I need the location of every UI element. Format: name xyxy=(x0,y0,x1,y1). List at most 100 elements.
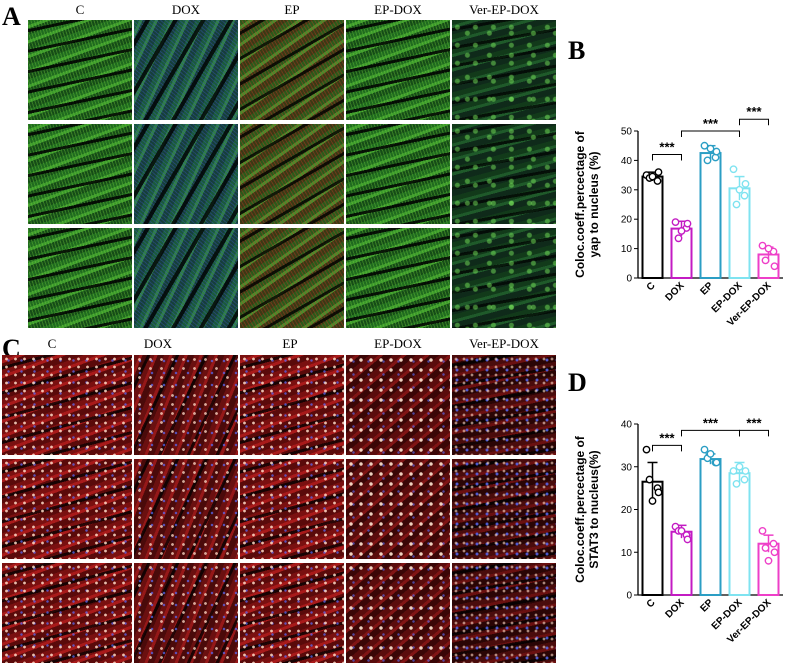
micrograph-a-ver-ep-dox-row3 xyxy=(452,228,556,328)
chart-b-sig-label-0: *** xyxy=(659,140,675,155)
micrograph-a-ep-row3 xyxy=(240,228,344,328)
chart-d: Coloc.coeff.percectage ofSTAT3 to nucleu… xyxy=(573,415,783,646)
chart-d-sig-label-2: *** xyxy=(746,415,762,430)
micrograph-c-ep-dox-row2 xyxy=(346,459,450,559)
chart-d-ytick-label-0: 0 xyxy=(626,591,632,602)
chart-d-category-label-0: C xyxy=(645,597,658,610)
chart-d-point-4-4 xyxy=(764,556,773,565)
chart-d-point-3-2 xyxy=(732,479,741,488)
chart-b-sig-label-2: *** xyxy=(746,104,762,119)
micrograph-c-ep-row3 xyxy=(240,563,344,663)
chart-b-point-2-2 xyxy=(703,156,712,165)
col-label-c-ep-dox: EP-DOX xyxy=(374,336,422,351)
chart-b-ylabel-line1: Coloc.coeff.percectage of xyxy=(573,130,587,278)
chart-d-sig-label-1: *** xyxy=(703,415,719,430)
chart-b-point-3-2 xyxy=(732,200,741,209)
chart-b-point-1-3 xyxy=(683,219,692,228)
micrograph-c-dox-row3 xyxy=(134,563,238,663)
micrograph-a-ep-row2 xyxy=(240,124,344,224)
chart-d-bar-3 xyxy=(728,472,751,596)
chart-b-ytick-label-40: 40 xyxy=(621,156,633,167)
chart-d-point-3-1 xyxy=(740,475,749,484)
chart-d-ytick-label-30: 30 xyxy=(621,462,633,473)
chart-d-point-0-3 xyxy=(654,488,663,497)
chart-d-point-0-4 xyxy=(648,497,657,505)
micrograph-c-dox-row1 xyxy=(134,355,238,455)
chart-d-ytick-label-10: 10 xyxy=(621,548,633,559)
chart-b-ylabel-line2: yap to nucleus (%) xyxy=(587,151,601,257)
chart-b-category-label-0: C xyxy=(645,280,658,293)
chart-d-point-4-2 xyxy=(761,544,770,552)
micrograph-c-ep-dox-row3 xyxy=(346,563,450,663)
chart-d-ytick-label-40: 40 xyxy=(621,420,633,431)
col-label-c-dox: DOX xyxy=(143,336,173,351)
chart-b-point-1-2 xyxy=(674,234,683,243)
chart-b-bar-3 xyxy=(728,187,751,279)
chart-b-point-2-3 xyxy=(712,147,721,156)
chart-b-category-label-2: EP xyxy=(698,280,715,297)
micrograph-c-ver-ep-dox-row1 xyxy=(452,355,556,455)
micrograph-a-ver-ep-dox-row2 xyxy=(452,124,556,224)
panel-letter-a: A xyxy=(2,2,21,31)
chart-b-point-3-1 xyxy=(740,191,749,200)
chart-b-ytick-label-20: 20 xyxy=(621,215,633,226)
chart-d-point-4-3 xyxy=(770,548,779,557)
chart-b-point-0-4 xyxy=(648,172,657,181)
col-label-c-c: C xyxy=(47,336,57,351)
col-label-a-ep: EP xyxy=(284,2,300,17)
chart-b-sig-label-1: *** xyxy=(703,116,719,131)
col-label-a-ep-dox: EP-DOX xyxy=(374,2,422,17)
micrograph-c-c-row2 xyxy=(2,459,132,559)
chart-d-category-label-2: EP xyxy=(698,597,715,614)
chart-b-point-3-3 xyxy=(741,180,750,188)
chart-d-point-0-2 xyxy=(645,475,654,484)
chart-b-point-0-1 xyxy=(653,177,662,185)
chart-b-ytick-label-30: 30 xyxy=(621,185,633,196)
micrograph-a-ep-dox-row2 xyxy=(346,124,450,224)
chart-d-bar-2 xyxy=(699,458,722,597)
chart-b-point-2-0 xyxy=(700,141,709,150)
chart-b-point-3-4 xyxy=(735,185,744,194)
chart-b-point-4-2 xyxy=(761,256,770,265)
micrograph-a-dox-row2 xyxy=(134,124,238,224)
chart-b-sig-bracket-2 xyxy=(739,118,769,126)
micrograph-a-ver-ep-dox-row1 xyxy=(452,20,556,120)
chart-b: Coloc.coeff.percectage ofyap to nucleus … xyxy=(573,104,783,329)
chart-d-point-2-0 xyxy=(700,445,709,454)
chart-b-sig-bracket-0 xyxy=(652,154,682,161)
panel-letter-b: B xyxy=(568,36,586,65)
micrograph-a-c-row2 xyxy=(28,124,132,224)
micrograph-c-dox-row2 xyxy=(134,459,238,559)
chart-b-ytick-label-10: 10 xyxy=(621,244,633,255)
chart-d-point-1-4 xyxy=(677,526,686,535)
chart-b-bar-0 xyxy=(641,175,664,279)
chart-b-point-4-4 xyxy=(764,244,773,253)
chart-d-sig-bracket-1 xyxy=(681,429,740,437)
col-label-c-ver-ep-dox: Ver-EP-DOX xyxy=(469,336,539,351)
chart-d-sig-bracket-0 xyxy=(652,444,682,452)
micrograph-a-ep-dox-row3 xyxy=(346,228,450,328)
panel-letter-d: D xyxy=(568,368,587,397)
micrograph-a-dox-row3 xyxy=(134,228,238,328)
chart-b-point-2-4 xyxy=(706,144,715,153)
chart-b-point-0-3 xyxy=(654,168,663,177)
chart-d-sig-label-0: *** xyxy=(659,430,675,445)
col-label-a-ver-ep-dox: Ver-EP-DOX xyxy=(469,2,539,17)
col-label-a-c: C xyxy=(75,2,85,17)
micrograph-c-ver-ep-dox-row3 xyxy=(452,563,556,663)
micrograph-a-c-row1 xyxy=(28,20,132,120)
chart-d-category-label-1: DOX xyxy=(664,597,687,620)
micrograph-a-dox-row1 xyxy=(134,20,238,120)
micrograph-c-ep-dox-row1 xyxy=(346,355,450,455)
chart-d-ytick-label-20: 20 xyxy=(621,505,633,516)
chart-d-ylabel: Coloc.coeff.percectage ofSTAT3 to nucleu… xyxy=(573,435,601,583)
chart-d-ylabel-line2: STAT3 to nucleus(%) xyxy=(587,450,601,568)
chart-b-ylabel: Coloc.coeff.percectage ofyap to nucleus … xyxy=(573,130,601,278)
chart-b-category-label-1: DOX xyxy=(664,280,687,303)
micrograph-a-c-row3 xyxy=(28,228,132,328)
chart-b-point-4-3 xyxy=(770,262,779,271)
chart-b-bar-2 xyxy=(699,152,722,279)
chart-b-point-1-0 xyxy=(671,218,680,227)
chart-d-point-3-3 xyxy=(741,467,750,475)
chart-b-ytick-label-50: 50 xyxy=(621,127,633,138)
